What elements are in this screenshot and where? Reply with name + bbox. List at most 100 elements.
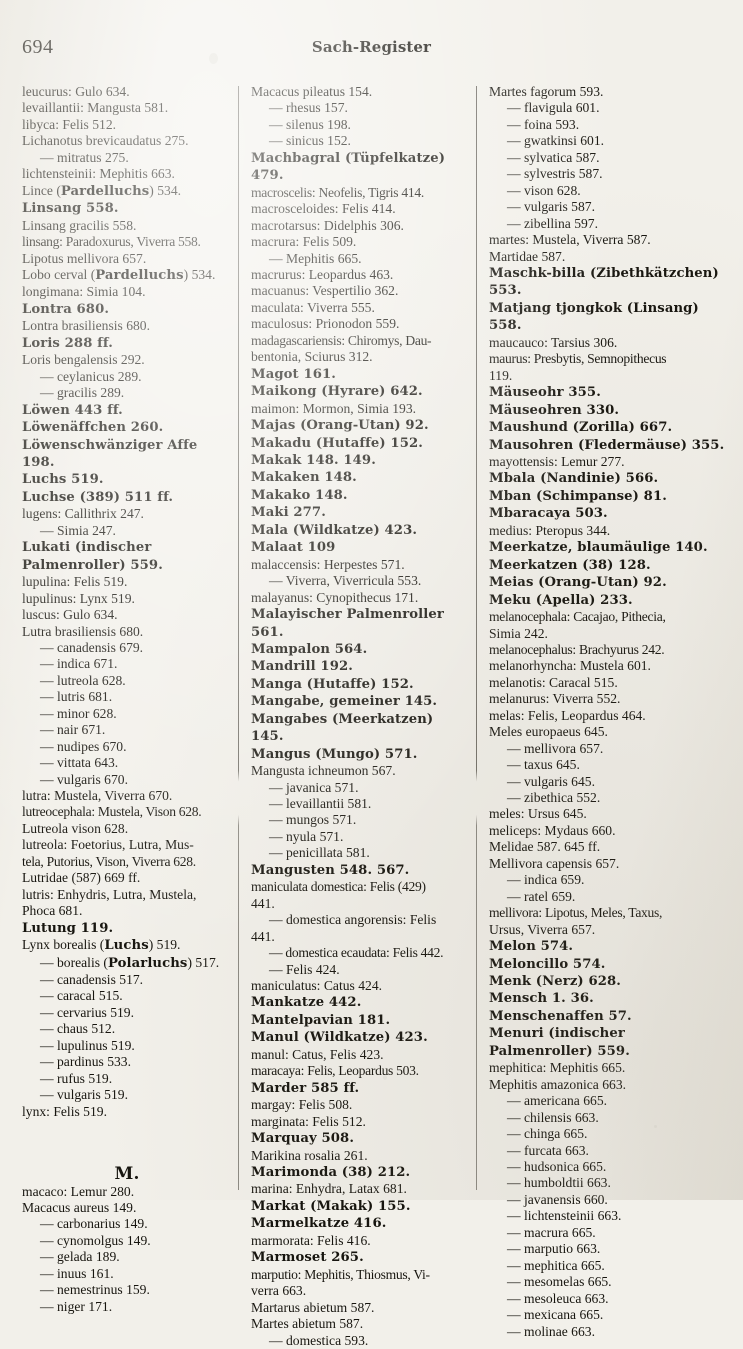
section-letter-text: M.	[114, 1164, 140, 1185]
fraktur-text: Marmelkatze 416.	[251, 1216, 387, 1232]
index-entry: — rhesus 157.	[269, 100, 348, 116]
index-entry: — mexicana 665.	[507, 1307, 604, 1323]
index-entry: lugens: Callithrix 247.	[22, 506, 144, 522]
index-entry: Mangabe, gemeiner 145.	[251, 693, 470, 710]
index-entry: Lutridae (587) 669 ff.	[22, 870, 141, 886]
index-entry: Makako 148.	[251, 487, 470, 504]
fraktur-text: Marmoset 265.	[251, 1250, 364, 1266]
index-entry: Martidae 587.	[489, 248, 566, 264]
fraktur-text: Marquay 508.	[251, 1131, 355, 1147]
index-entry: maculata: Viverra 555.	[251, 299, 375, 315]
index-entry: — cynomolgus 149.	[40, 1232, 151, 1248]
index-entry: — gwatkinsi 601.	[507, 133, 605, 149]
index-entry: Meerkatzen (38) 128.	[489, 557, 733, 574]
fraktur-text: Luchs 519.	[22, 472, 104, 488]
index-entry: Menk (Nerz) 628.	[489, 973, 733, 990]
index-entry: Meku (Apella) 233.	[489, 592, 733, 609]
index-entry: Macacus pileatus 154.	[251, 84, 373, 99]
fraktur-text: Linsang 558.	[22, 201, 119, 217]
index-entry: macrosceloides: Felis 414.	[251, 201, 396, 217]
index-entry: Mankatze 442.	[251, 994, 470, 1011]
index-entry: margay: Felis 508.	[251, 1097, 353, 1113]
index-entry: — nemestrinus 159.	[40, 1282, 150, 1298]
paper-speck	[383, 1075, 387, 1080]
fraktur-text: Mantelpavian 181.	[251, 1012, 391, 1028]
index-entry: Melidae 587. 645 ff.	[489, 839, 601, 855]
fraktur-text: Majas (Orang-Utan) 92.	[251, 418, 429, 434]
index-entry: — indica 671.	[40, 656, 118, 672]
index-column-2: Macacus pileatus 154. — rhesus 157. — sile…	[238, 84, 476, 1348]
fraktur-text: Mäuseohr 355.	[489, 385, 601, 401]
index-entry: — borealis (Polarluchs) 517.	[40, 954, 220, 971]
fraktur-text: Menschenaffen 57.	[489, 1008, 632, 1024]
index-entry: mayottensis: Lemur 277.	[489, 453, 625, 469]
index-entry: Lobo cerval (Pardelluchs) 534.	[22, 266, 216, 283]
index-entry: Marikina rosalia 261.	[251, 1147, 368, 1163]
index-entry: — canadensis 679.	[40, 639, 144, 655]
index-entry: Manga (Hutaffe) 152.	[251, 676, 470, 693]
index-entry: verra 663.	[251, 1283, 307, 1299]
index-entry: macrotarsus: Didelphis 306.	[251, 217, 404, 233]
index-entry: Marmoset 265.	[251, 1249, 470, 1266]
index-entry: mellivora: Lipotus, Meles, Taxus,	[489, 905, 663, 921]
fraktur-text: Meerkatze, blaumäulige 140.	[489, 540, 708, 556]
index-entry: — Viverra, Viverricula 553.	[269, 573, 422, 589]
index-entry: — nudipes 670.	[40, 738, 127, 754]
index-entry: Loris 288 ff.	[22, 335, 232, 352]
index-entry: — mungos 571.	[269, 812, 357, 828]
index-entry: levaillantii: Mangusta 581.	[22, 100, 169, 116]
fraktur-text: Matjang tjongkok (Linsang) 558.	[489, 300, 699, 334]
index-entry: — flavigula 601.	[507, 100, 600, 116]
index-entry: leucurus: Gulo 634.	[22, 84, 130, 99]
index-entry: — vison 628.	[507, 182, 581, 198]
index-entry: Linsang gracilis 558.	[22, 217, 137, 233]
index-entry: maniculatus: Catus 424.	[251, 978, 383, 994]
index-entry: — nyula 571.	[269, 828, 344, 844]
fraktur-text: Mangabe, gemeiner 145.	[251, 694, 438, 710]
index-entry: macuanus: Vespertilio 362.	[251, 283, 399, 299]
index-entry: malayanus: Cynopithecus 171.	[251, 589, 419, 605]
column-rule-2	[476, 86, 477, 1190]
fraktur-text: Mäuseohren 330.	[489, 402, 620, 418]
index-entry: Mensch 1. 36.	[489, 990, 733, 1007]
fraktur-text: Mausohren (Fledermäuse) 355.	[489, 437, 725, 453]
index-entry: — sylvatica 587.	[507, 149, 600, 165]
index-entry: Malaat 109	[251, 539, 470, 556]
index-entry: Löwenschwänziger Affe 198.	[22, 437, 232, 472]
index-entry: Matjang tjongkok (Linsang) 558.	[489, 300, 733, 335]
index-entry: — zibethica 552.	[507, 790, 601, 806]
fraktur-text: Mampalon 564.	[251, 641, 368, 657]
fraktur-text: Manul (Wildkatze) 423.	[251, 1030, 428, 1046]
index-entry: 441.	[251, 928, 275, 944]
index-entry: Menuri (indischer Palmenroller) 559.	[489, 1025, 733, 1060]
index-entry: — niger 171.	[40, 1298, 113, 1314]
index-entry: Markat (Makak) 155.	[251, 1198, 470, 1215]
entry-list-1: leucurus: Gulo 634. levaillantii: Mangust…	[22, 84, 232, 1315]
index-entry: — mellivora 657.	[507, 740, 604, 756]
index-entry: — vulgaris 587.	[507, 199, 595, 215]
index-entry: longimana: Simia 104.	[22, 284, 146, 300]
index-entry: Mantelpavian 181.	[251, 1012, 470, 1029]
index-entry: melanocephalus: Brachyurus 242.	[489, 641, 665, 657]
index-entry: Machbagral (Tüpfelkatze) 479.	[251, 150, 470, 185]
index-entry: — sinicus 152.	[269, 133, 351, 149]
index-entry: — pardinus 533.	[40, 1054, 131, 1070]
index-entry: — cervarius 519.	[40, 1004, 134, 1020]
fraktur-text: Manga (Hutaffe) 152.	[251, 676, 414, 692]
index-column-3: Martes fagorum 593. — flavigula 601. — foi…	[476, 84, 743, 1339]
index-entry: maurus: Presbytis, Semnopithecus	[489, 351, 667, 367]
index-entry: — taxus 645.	[507, 757, 580, 773]
index-entry: marmorata: Felis 416.	[251, 1232, 371, 1248]
index-entry: manul: Catus, Felis 423.	[251, 1046, 384, 1062]
index-entry: melanocephala: Cacajao, Pithecia,	[489, 609, 666, 625]
index-entry: marputio: Mephitis, Thiosmus, Vi-	[251, 1266, 430, 1282]
fraktur-text: Lukati (indischer Palmenroller) 559.	[22, 540, 163, 573]
index-entry: — chilensis 663.	[507, 1109, 599, 1125]
index-entry: — molinae 663.	[507, 1323, 595, 1339]
index-entry: — chinga 665.	[507, 1126, 588, 1142]
index-entry: Maushund (Zorilla) 667.	[489, 419, 733, 436]
index-entry: Martes fagorum 593.	[489, 84, 604, 99]
index-entry: — Mephitis 665.	[269, 250, 362, 266]
index-entry: — ceylanicus 289.	[40, 368, 142, 384]
index-entry: Phoca 681.	[22, 903, 83, 919]
